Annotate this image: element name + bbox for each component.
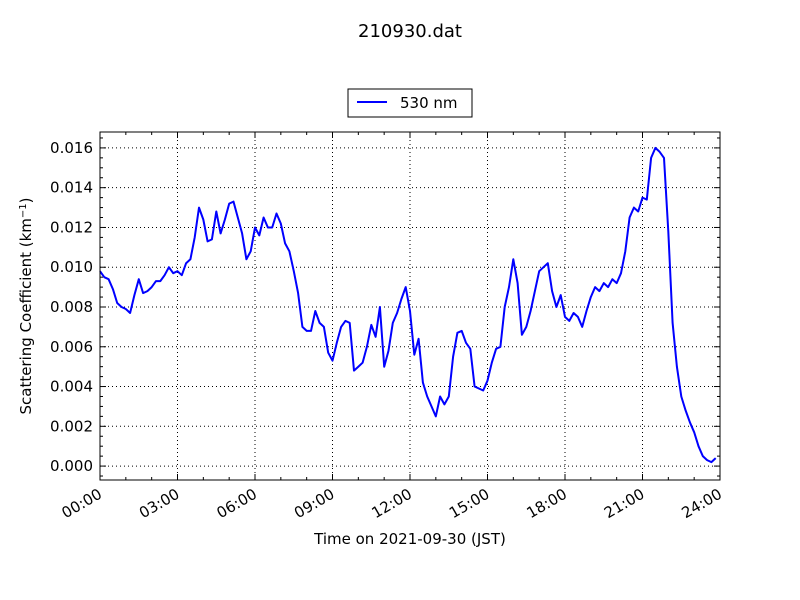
chart-title: 210930.dat [358, 21, 462, 42]
legend-label: 530 nm [400, 94, 458, 112]
grid [100, 132, 720, 480]
x-axis-label: Time on 2021-09-30 (JST) [313, 530, 506, 548]
y-tick-label: 0.002 [50, 417, 93, 435]
plot-frame [99, 131, 721, 481]
y-axis-label: Scattering Coefficient (km−1) [17, 197, 35, 414]
series-line [99, 146, 717, 464]
series-group [99, 146, 717, 464]
y-tick-label: 0.006 [50, 338, 93, 356]
y-tick-label: 0.008 [50, 298, 93, 316]
y-tick-label: 0.012 [50, 218, 93, 236]
y-tick-label: 0.004 [50, 378, 93, 396]
y-axis-label-close: ) [17, 197, 35, 203]
y-tick-label: 0.014 [50, 179, 93, 197]
y-tick-labels: 0.000 0.002 0.004 0.006 0.008 0.010 0.012 0.014… [50, 139, 93, 475]
y-tick-label: 0.000 [50, 457, 93, 475]
y-tick-label: 0.010 [50, 258, 93, 276]
y-axis-label-main: Scattering Coefficient (km [17, 218, 35, 414]
y-axis-label-exponent: −1 [18, 203, 29, 218]
y-tick-label: 0.016 [50, 139, 93, 157]
legend: 530 nm [347, 88, 473, 118]
